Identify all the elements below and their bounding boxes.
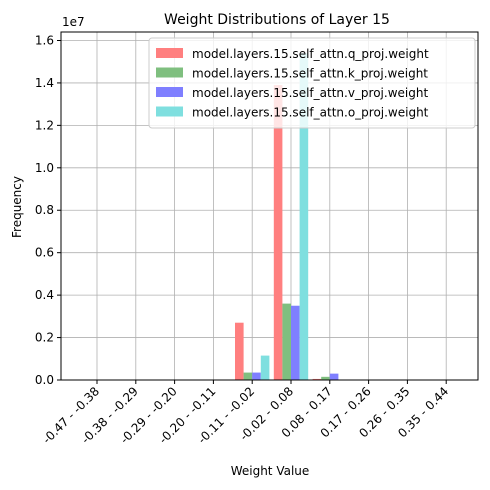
bar-series-0-cat-5 <box>274 85 283 380</box>
x-axis-label: Weight Value <box>231 464 310 478</box>
bar-series-2-cat-6 <box>330 374 339 380</box>
y-tick-label: 0.6 <box>35 246 54 260</box>
legend-swatch <box>156 68 183 78</box>
bar-series-3-cat-4 <box>261 356 270 380</box>
bar-series-1-cat-5 <box>282 304 291 380</box>
y-axis-ticks: 0.0 0.2 0.4 0.6 0.8 1.0 1.2 1.4 1.6 <box>35 33 61 387</box>
legend-swatch <box>156 107 183 117</box>
y-tick-label: 0.4 <box>35 288 54 302</box>
y-axis-multiplier: 1e7 <box>62 15 85 29</box>
bar-series-2-cat-4 <box>252 373 261 380</box>
legend-label: model.layers.15.self_attn.o_proj.weight <box>192 106 429 120</box>
bar-series-1-cat-4 <box>244 373 253 380</box>
legend-swatch <box>156 87 183 97</box>
legend: model.layers.15.self_attn.q_proj.weightm… <box>149 38 475 128</box>
y-tick-label: 0.2 <box>35 331 54 345</box>
legend-swatch <box>156 48 183 58</box>
y-tick-label: 1.0 <box>35 161 54 175</box>
y-tick-label: 1.6 <box>35 33 54 47</box>
bar-series-2-cat-5 <box>291 306 300 380</box>
y-axis-label: Frequency <box>10 176 24 238</box>
y-tick-label: 0.8 <box>35 203 54 217</box>
bar-series-0-cat-4 <box>235 323 244 380</box>
legend-label: model.layers.15.self_attn.v_proj.weight <box>192 86 428 100</box>
legend-label: model.layers.15.self_attn.q_proj.weight <box>192 47 429 61</box>
x-axis-ticks: -0.47 - -0.38-0.38 - -0.29-0.29 - -0.20-… <box>40 380 451 446</box>
legend-label: model.layers.15.self_attn.k_proj.weight <box>192 67 428 81</box>
y-tick-label: 1.2 <box>35 118 54 132</box>
chart-title: Weight Distributions of Layer 15 <box>164 12 390 28</box>
y-tick-label: 0.0 <box>35 373 54 387</box>
y-tick-label: 1.4 <box>35 76 54 90</box>
